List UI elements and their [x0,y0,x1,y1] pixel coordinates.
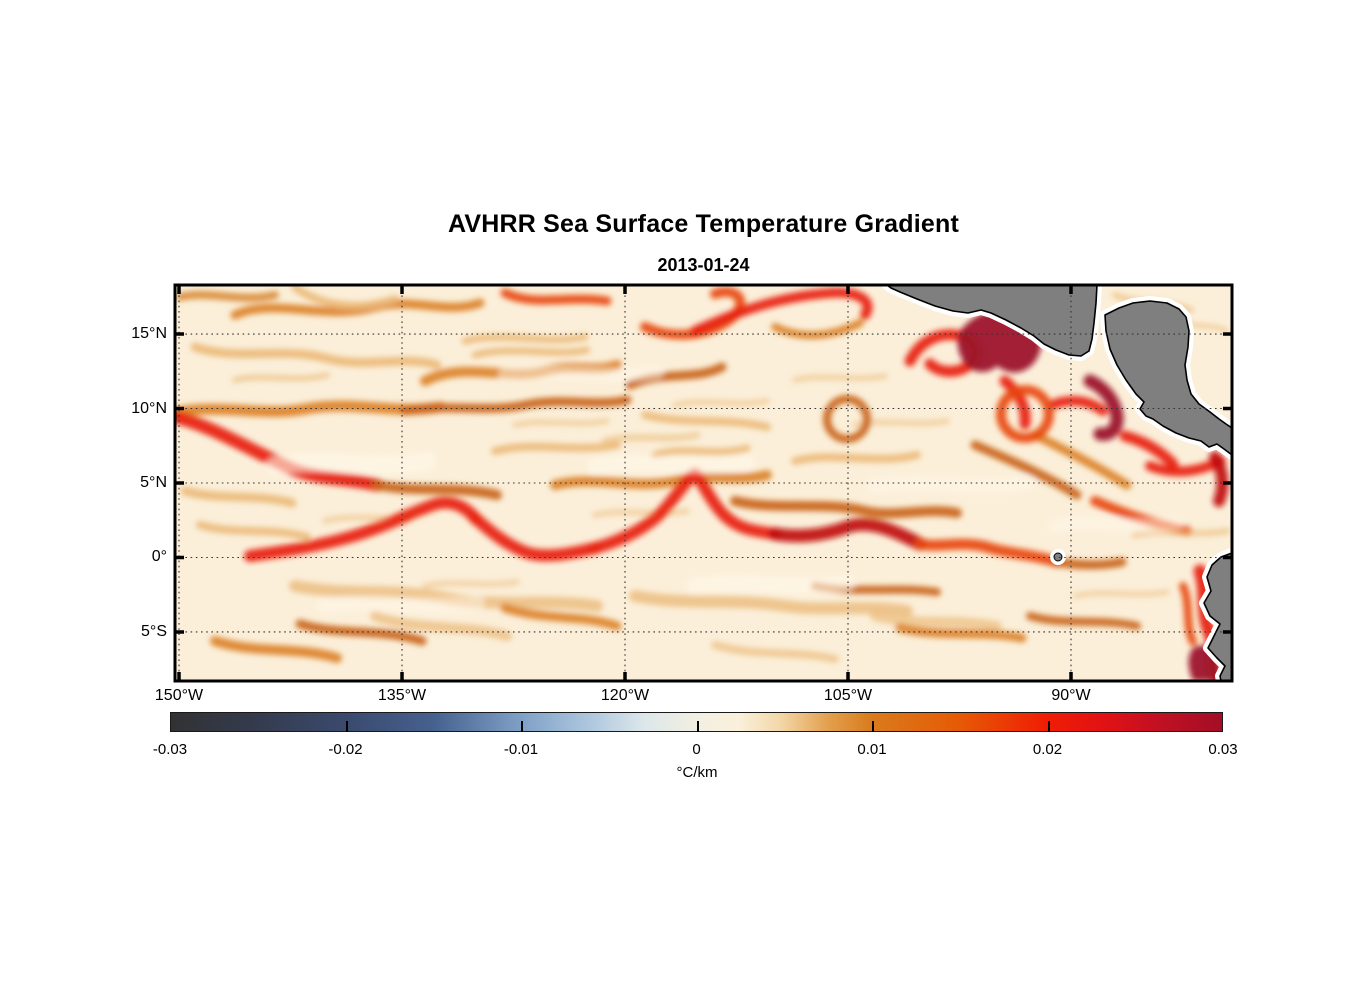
y-tick-label: 15°N [131,325,167,343]
filament [550,470,772,490]
filament [469,512,601,562]
filament [176,290,279,302]
filament [370,611,512,641]
filament [1083,374,1124,441]
filament [687,575,855,594]
filament [791,451,921,465]
colorbar-tick-label: -0.03 [152,741,188,758]
y-tick-label: 5°S [141,622,167,640]
chart-date-subtitle: 2013-01-24 [657,255,750,275]
filament [792,373,888,383]
filament [895,623,1027,643]
filament [180,486,297,508]
filament [196,521,311,541]
filament [999,375,1031,430]
filament [768,517,927,551]
filament [625,362,727,390]
filament [730,496,962,519]
filament [317,595,485,614]
y-tick-label: 0° [151,548,167,566]
filament [689,468,781,540]
south-america [1203,552,1232,681]
filament [372,480,502,500]
x-tick-label: 120°W [600,687,650,704]
map-plot-area [173,283,1234,683]
filament [651,444,751,459]
filament [1048,516,1184,533]
land-masses [882,285,1232,681]
filament [1030,430,1132,490]
sst-gradient-map [173,283,1234,683]
colorbar-tick [345,721,348,732]
filament [500,288,612,306]
colorbar-tick-label: 0.03 [1208,741,1238,758]
filament [1179,582,1197,646]
filament [422,579,520,589]
x-tick-label: 135°W [377,687,427,704]
filament [914,538,1063,568]
filament [500,603,622,631]
filament [1119,430,1179,470]
filament [244,496,481,562]
filament [291,285,399,310]
colorbar-unit-label: °C/km [676,764,718,781]
filament [266,452,436,475]
filament [641,411,771,431]
chart-title: AVHRR Sea Surface Temperature Gradient [448,210,959,238]
filament [601,431,701,445]
central-america [1104,300,1232,456]
filament [823,395,871,443]
colorbar-tick [696,721,699,732]
filament [1131,527,1231,539]
filament [1072,589,1170,599]
y-tick-label: 5°N [140,474,167,491]
ocean-field [175,285,1232,681]
filament [498,365,664,382]
filament [471,346,591,359]
filament [461,333,589,345]
colorbar-tick [521,721,523,732]
filament [970,440,1082,500]
y-tick-label: 10°N [131,399,167,417]
colorbar-tick-label: 0 [692,741,701,758]
colorbar-tick-label: 0.02 [1032,741,1063,758]
colorbar-tick-label: -0.02 [328,741,363,758]
filament [400,395,632,416]
filament [867,475,1035,494]
filament [672,398,770,408]
x-tick-label: 150°W [154,687,204,704]
filament [1050,395,1108,416]
mexico-coast [886,285,1098,357]
plot-frame [173,283,1234,683]
x-tick-label: 105°W [823,687,873,704]
filament [491,441,621,455]
colorbar-tick-label: 0.01 [857,741,887,758]
filament [1026,612,1141,630]
filament [587,455,755,474]
filament [190,342,442,370]
filament [592,508,690,518]
filament [175,400,446,419]
filament [690,287,873,336]
filament [1052,557,1127,570]
filament [1209,451,1229,507]
filament [711,641,839,663]
filament [629,590,913,617]
colorbar-tick [1047,721,1050,732]
filament [210,636,342,663]
filament [771,319,864,340]
filament [870,611,1002,631]
colorbar-tick [872,721,874,732]
colorbar-tick-label: -0.01 [503,741,539,758]
filament [295,619,427,646]
filament [996,385,1054,443]
colorbar [170,712,1223,732]
x-tick-label: 90°W [1051,687,1091,704]
filament [512,418,610,428]
filament [232,372,330,383]
